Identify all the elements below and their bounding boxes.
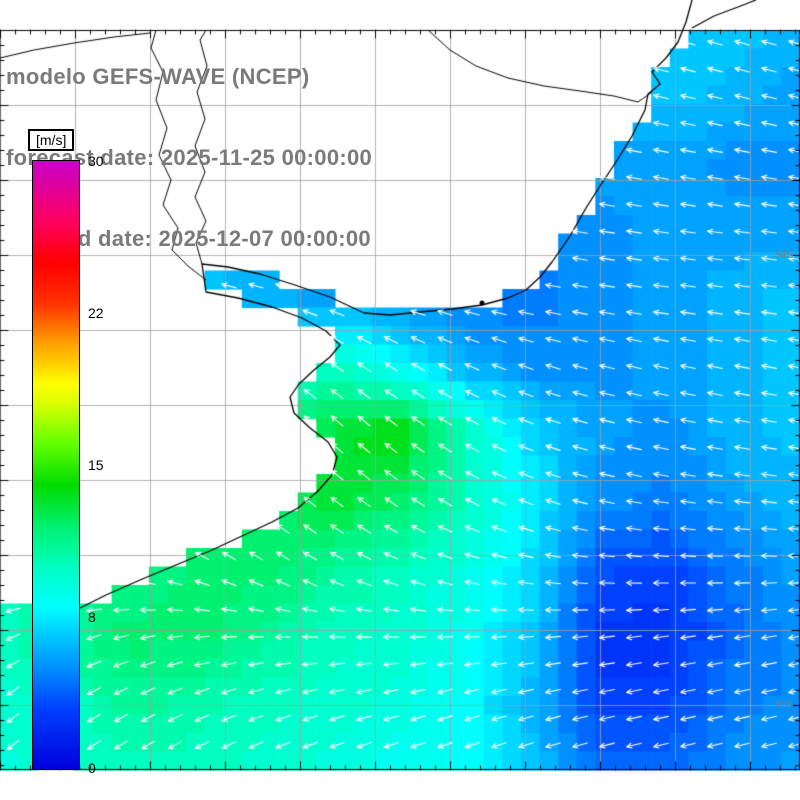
colorbar-tick-8: 8 (88, 609, 96, 625)
colorbar-tick-22: 22 (88, 305, 104, 321)
colorbar-tick-0: 0 (88, 760, 96, 776)
colorbar-gradient (32, 160, 80, 770)
colorbar-unit-label: [m/s] (28, 129, 75, 151)
latitude-label-34s: 34S (774, 249, 794, 261)
colorbar-tick-15: 15 (88, 457, 104, 473)
colorbar-tick-30: 30 (88, 153, 104, 169)
latitude-label-40s: 40S (774, 699, 794, 711)
